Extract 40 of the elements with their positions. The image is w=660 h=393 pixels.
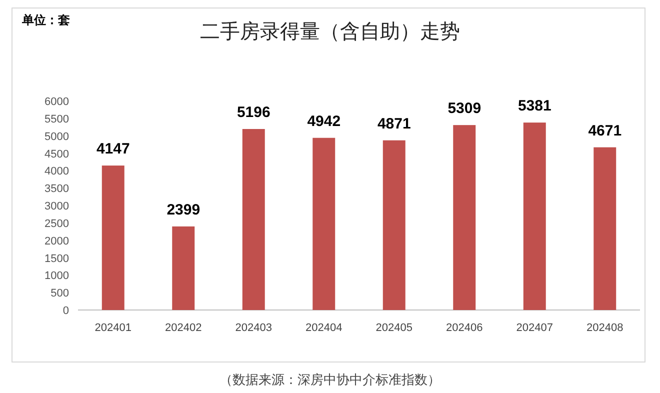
data-label: 2399 — [166, 201, 200, 218]
bar — [594, 147, 616, 310]
x-tick-label: 202401 — [94, 322, 132, 334]
y-tick-label: 2500 — [44, 218, 69, 230]
data-label: 5381 — [518, 98, 552, 115]
data-label: 4671 — [588, 122, 622, 140]
data-label: 5196 — [236, 104, 270, 122]
x-tick-label: 202408 — [586, 322, 624, 334]
bar — [523, 122, 546, 310]
x-tick-label: 202404 — [306, 322, 342, 334]
bar — [242, 129, 265, 310]
y-tick-label: 1500 — [44, 252, 69, 265]
x-tick-label: 202407 — [516, 322, 553, 334]
data-label: 4871 — [377, 115, 411, 132]
data-label: 4147 — [96, 140, 130, 158]
data-label: 5309 — [448, 100, 482, 118]
x-tick-label: 202405 — [376, 322, 412, 334]
y-tick-label: 3000 — [44, 200, 69, 212]
x-tick-label: 202402 — [165, 322, 202, 334]
y-tick-label: 5000 — [44, 130, 69, 143]
text: 单位：套 — [21, 13, 70, 27]
text: （数据来源：深房中协中介标准指数） — [220, 372, 440, 387]
data-label: 4942 — [307, 112, 341, 130]
x-tick-label: 202406 — [446, 322, 483, 334]
bar — [102, 166, 124, 310]
bar — [172, 226, 195, 310]
bar — [453, 125, 476, 310]
x-tick-label: 202403 — [235, 322, 272, 334]
bar — [312, 138, 336, 310]
y-tick-label: 4000 — [44, 166, 69, 178]
bar — [382, 140, 406, 310]
chart-title: 二手房录得量（含自助）走势 — [200, 21, 460, 43]
y-tick-label: 1000 — [44, 270, 69, 282]
y-tick-label: 3500 — [44, 183, 69, 196]
y-tick-label: 0 — [62, 305, 69, 317]
y-tick-label: 5500 — [44, 113, 69, 126]
y-tick-label: 2000 — [44, 235, 69, 248]
y-tick-label: 500 — [50, 288, 69, 300]
y-tick-label: 6000 — [44, 96, 69, 108]
y-tick-label: 4500 — [44, 148, 69, 160]
